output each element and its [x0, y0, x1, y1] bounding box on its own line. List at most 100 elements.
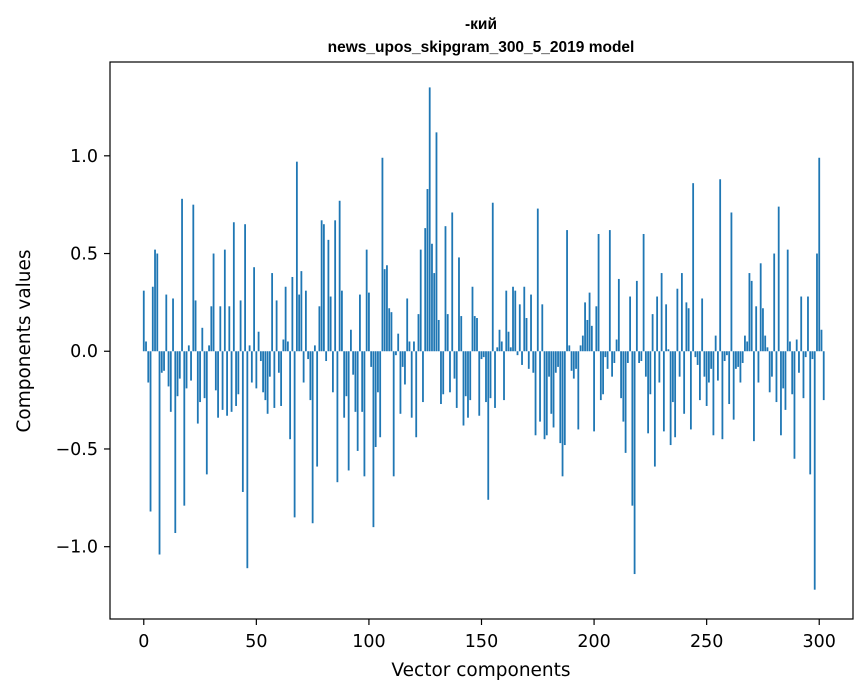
bar-234 [669, 351, 672, 446]
bar-134 [444, 226, 447, 352]
bar-176 [539, 351, 541, 422]
bar-286 [786, 249, 789, 352]
bar-161 [505, 290, 508, 352]
bar-2 [147, 351, 150, 383]
bar-143 [464, 351, 467, 397]
bar-278 [768, 351, 771, 393]
bar-141 [460, 316, 463, 352]
bar-88 [341, 290, 343, 352]
bar-209 [613, 351, 616, 363]
bar-262 [732, 351, 735, 420]
bar-50 [255, 351, 258, 389]
bar-51 [257, 331, 260, 352]
x-axis-ticks: 0 50 100 150 200 250 300 [138, 619, 836, 652]
bar-223 [644, 351, 647, 377]
x-tick-label: 0 [138, 632, 149, 652]
bar-41 [235, 351, 237, 406]
bar-227 [653, 351, 656, 467]
bar-214 [624, 351, 627, 453]
bar-57 [271, 273, 274, 352]
bar-105 [379, 351, 382, 438]
bar-203 [599, 351, 602, 401]
bar-29 [208, 345, 210, 352]
bar-195 [581, 335, 584, 352]
bar-158 [498, 329, 501, 352]
bar-294 [804, 351, 807, 358]
bar-150 [480, 351, 483, 360]
bar-112 [395, 351, 397, 356]
bar-24 [196, 351, 199, 424]
bar-246 [696, 351, 699, 365]
bar-233 [667, 349, 670, 352]
bar-32 [214, 351, 217, 391]
bar-243 [689, 351, 692, 430]
bar-22 [192, 204, 195, 352]
bar-53 [262, 351, 264, 393]
bar-30 [210, 306, 213, 352]
bar-54 [264, 351, 267, 401]
bar-212 [620, 351, 622, 399]
bar-237 [676, 288, 679, 352]
x-tick-label: 100 [352, 632, 385, 652]
bar-205 [604, 351, 607, 358]
bar-120 [413, 341, 415, 352]
bar-229 [658, 351, 661, 383]
bar-220 [638, 351, 641, 363]
bar-131 [437, 319, 440, 352]
bar-110 [390, 312, 393, 352]
bar-156 [494, 351, 496, 408]
bar-40 [232, 222, 235, 352]
bar-157 [496, 347, 499, 352]
bar-300 [818, 157, 821, 352]
bar-184 [557, 351, 559, 367]
bar-187 [563, 351, 566, 446]
bar-260 [728, 351, 731, 405]
bar-210 [615, 339, 618, 352]
bar-284 [782, 351, 785, 389]
bar-239 [680, 273, 683, 352]
bar-238 [678, 351, 681, 377]
bar-245 [694, 351, 697, 358]
y-axis-ticks: −1.0 −0.5 0.0 0.5 1.0 [56, 147, 110, 558]
bar-235 [671, 351, 674, 403]
y-tick-label: 1.0 [70, 147, 98, 167]
bar-207 [608, 230, 611, 352]
bar-221 [640, 351, 643, 362]
bar-281 [775, 351, 778, 403]
bar-116 [404, 351, 406, 385]
bar-254 [714, 335, 717, 352]
bar-194 [579, 345, 582, 352]
bar-298 [813, 351, 816, 590]
bar-291 [798, 351, 800, 373]
bar-128 [431, 243, 433, 352]
bar-274 [759, 263, 762, 352]
bar-42 [237, 351, 240, 395]
y-tick-label: 0.5 [70, 245, 98, 265]
bar-100 [368, 292, 370, 352]
bar-202 [597, 233, 600, 352]
bar-56 [268, 351, 271, 377]
bar-20 [187, 345, 190, 352]
bar-83 [329, 296, 332, 352]
bar-127 [428, 87, 431, 352]
bar-185 [559, 351, 562, 444]
bar-107 [383, 269, 386, 352]
bar-269 [748, 273, 751, 352]
bar-58 [273, 351, 276, 408]
bar-62 [282, 339, 285, 352]
bar-119 [410, 351, 413, 418]
bar-89 [343, 351, 346, 418]
bar-90 [345, 351, 348, 397]
bar-69 [298, 294, 301, 352]
bar-296 [809, 351, 812, 475]
bar-55 [266, 351, 269, 414]
x-tick-label: 150 [465, 632, 498, 652]
bar-275 [762, 308, 764, 352]
bar-279 [771, 351, 773, 377]
bar-80 [322, 224, 325, 352]
bar-81 [325, 351, 328, 362]
bar-190 [570, 351, 573, 371]
bar-82 [327, 239, 330, 352]
bar-204 [602, 351, 604, 395]
bar-93 [352, 351, 355, 375]
